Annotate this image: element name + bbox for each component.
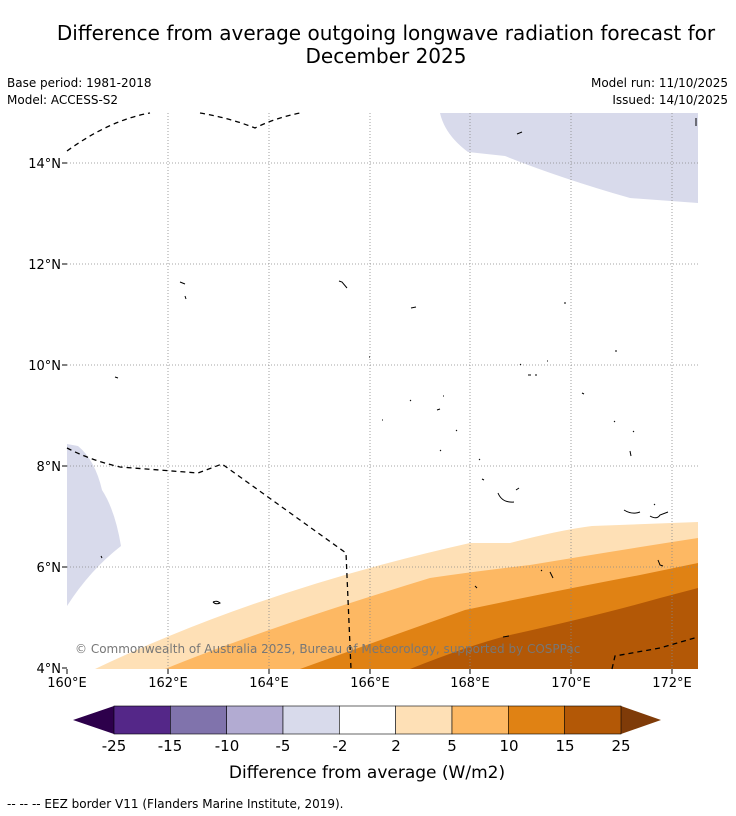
olr-anomaly-map: © Commonwealth of Australia 2025, Bureau… [28,112,699,783]
map-title: Difference from average outgoing longwav… [0,22,736,68]
lat-label-6n: 6°N [37,561,62,576]
axis-ticks [62,162,673,674]
negative-anomaly-north [370,113,698,203]
colorbar-bin [226,705,284,735]
positive-anomaly-15-25 [410,588,698,669]
colorbar-bin [113,705,171,735]
colorbar-arrow-low [73,706,114,734]
eez-legend: -- -- -- EEZ border V11 (Flanders Marine… [7,797,344,811]
lon-label-164e: 164°E [249,676,289,691]
map-gridlines [67,113,698,669]
colorbar-bin [282,705,340,735]
lat-label-14n: 14°N [28,157,61,172]
lon-label-166e: 166°E [350,676,390,691]
model-run-label: Model run: 11/10/2025 [590,76,728,90]
colorbar-bin [451,705,509,735]
lat-label-4n: 4°N [37,662,62,677]
colorbar-ticks: -25 -15 -10 -5 -2 2 5 10 15 25 [102,737,631,755]
colorbar-bin [339,705,396,735]
colorbar-tick: 10 [499,737,518,755]
copyright-notice: © Commonwealth of Australia 2025, Bureau… [75,642,580,656]
lat-label-12n: 12°N [28,258,61,273]
negative-anomaly-west [67,444,121,606]
colorbar-tick: -15 [158,737,183,755]
lon-label-172e: 172°E [652,676,692,691]
colorbar-tick: 2 [391,737,401,755]
colorbar-tick: -5 [276,737,291,755]
colorbar-bin [395,705,453,735]
colorbar-tick: -10 [215,737,240,755]
colorbar-tick: 5 [447,737,457,755]
colorbar-bins [113,705,622,735]
colorbar-bin [508,705,565,735]
lat-label-10n: 10°N [28,359,61,374]
base-period-label: Base period: 1981-2018 [7,76,152,90]
lon-label-162e: 162°E [148,676,188,691]
lon-label-160e: 160°E [47,676,87,691]
colorbar-label: Difference from average (W/m2) [229,763,505,783]
colorbar-arrow-high [621,706,661,734]
colorbar-tick: 25 [611,737,630,755]
lon-label-170e: 170°E [551,676,591,691]
colorbar: -25 -15 -10 -5 -2 2 5 10 15 25 Differenc… [73,705,661,783]
map-title-line-2: December 2025 [305,44,467,68]
longitude-labels: 160°E 162°E 164°E 166°E 168°E 170°E 172°… [47,676,692,691]
colorbar-bin [564,705,622,735]
latitude-labels: 14°N 12°N 10°N 8°N 6°N 4°N [28,157,61,677]
map-title-line-1: Difference from average outgoing longwav… [56,21,716,45]
issued-label: Issued: 14/10/2025 [612,93,728,107]
colorbar-tick: 15 [555,737,574,755]
map-plot-area: © Commonwealth of Australia 2025, Bureau… [62,112,699,674]
colorbar-tick: -2 [333,737,348,755]
colorbar-bin [170,705,227,735]
lon-label-168e: 168°E [450,676,490,691]
lat-label-8n: 8°N [37,460,62,475]
islands [100,118,697,638]
model-label: Model: ACCESS-S2 [7,93,119,107]
eez-border [66,112,699,670]
colorbar-tick: -25 [102,737,127,755]
